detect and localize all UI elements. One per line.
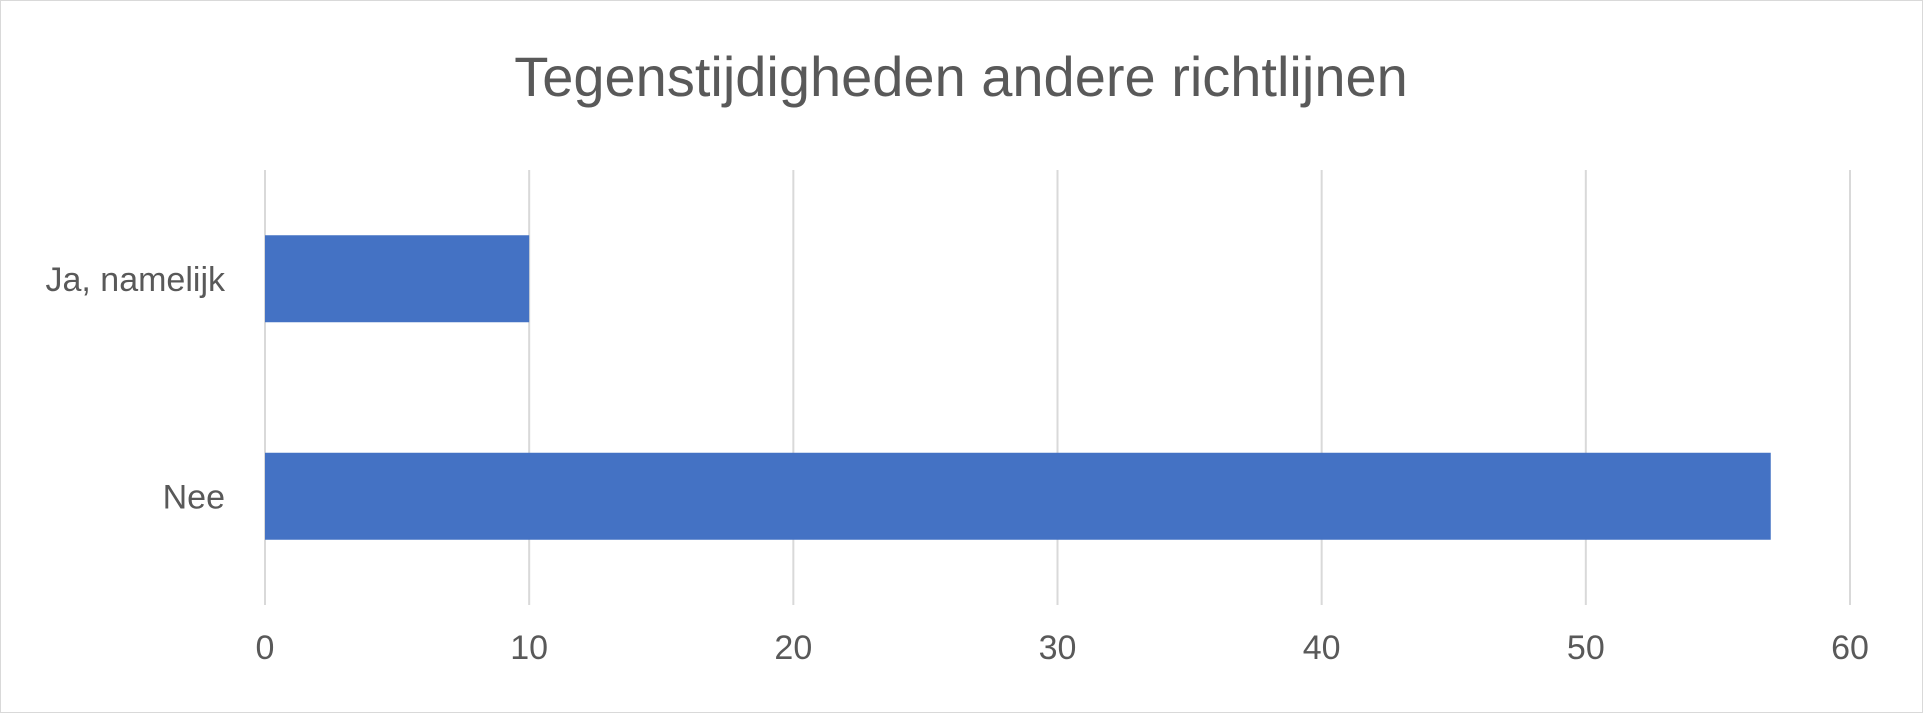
x-tick-label: 30 xyxy=(1039,629,1077,667)
category-label: Ja, namelijk xyxy=(45,261,226,299)
bar xyxy=(265,235,530,323)
x-tick-label: 0 xyxy=(256,629,275,667)
category-label: Nee xyxy=(163,478,225,516)
x-axis-tick-labels: 0 10 20 30 40 50 60 xyxy=(256,629,1869,667)
x-tick-label: 50 xyxy=(1567,629,1605,667)
x-tick-label: 60 xyxy=(1831,629,1869,667)
y-axis-category-labels: Ja, namelijk Nee xyxy=(45,261,226,517)
x-tick-label: 40 xyxy=(1303,629,1341,667)
bars xyxy=(265,235,1771,540)
x-tick-label: 10 xyxy=(510,629,548,667)
x-tick-label: 20 xyxy=(774,629,812,667)
chart-title: Tegenstijdigheden andere richtlijnen xyxy=(514,45,1408,108)
bar xyxy=(265,452,1771,540)
